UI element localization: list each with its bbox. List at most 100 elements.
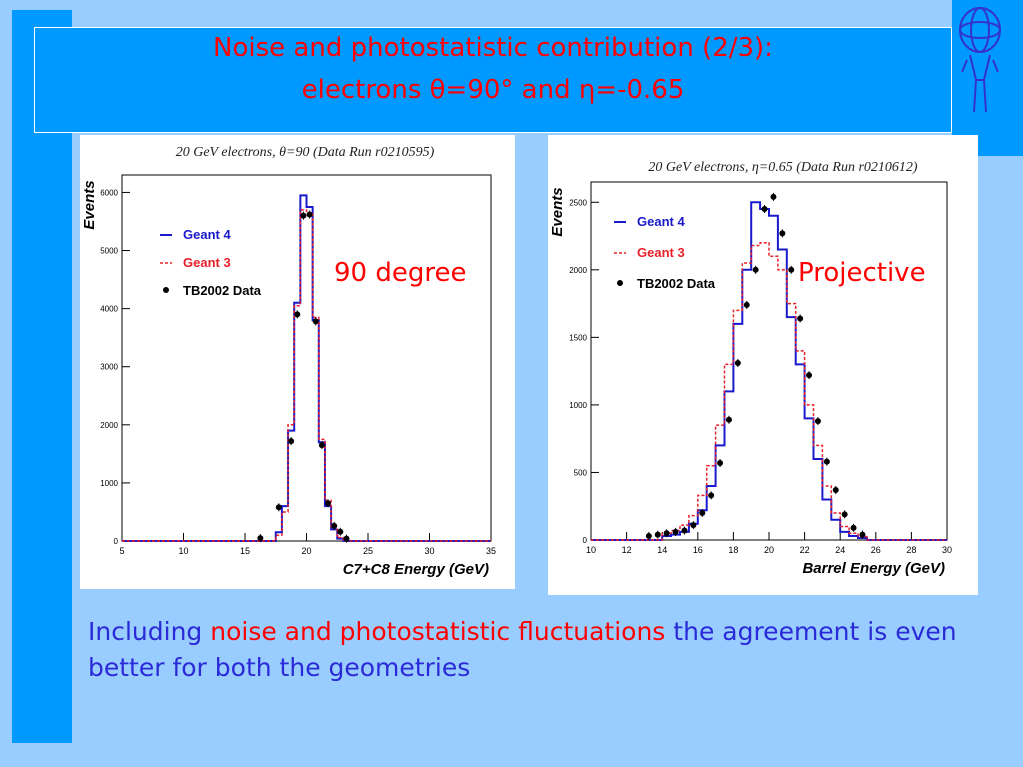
x-tick-label: 30 bbox=[942, 545, 952, 555]
data-point bbox=[725, 416, 732, 423]
legend-data-marker bbox=[163, 287, 169, 293]
data-point bbox=[806, 372, 813, 379]
legend-geant3-label: Geant 3 bbox=[637, 245, 685, 260]
data-point bbox=[343, 535, 350, 542]
data-point bbox=[717, 459, 724, 466]
x-tick-label: 5 bbox=[119, 546, 124, 556]
data-point bbox=[708, 492, 715, 499]
data-point bbox=[779, 230, 786, 237]
y-tick-label: 6000 bbox=[100, 188, 118, 197]
y-tick-label: 2500 bbox=[569, 198, 587, 207]
data-point bbox=[306, 211, 313, 218]
x-tick-label: 14 bbox=[657, 545, 667, 555]
data-point bbox=[654, 531, 661, 538]
x-tick-label: 35 bbox=[486, 546, 496, 556]
data-point bbox=[681, 527, 688, 534]
conclusion-text: Including noise and photostatistic fluct… bbox=[88, 614, 988, 686]
y-tick-label: 1500 bbox=[569, 333, 587, 342]
y-tick-label: 500 bbox=[574, 468, 588, 477]
legend-data-marker bbox=[617, 280, 623, 286]
y-axis-label: Events bbox=[549, 187, 566, 236]
y-tick-label: 2000 bbox=[100, 421, 118, 430]
y-tick-label: 3000 bbox=[100, 363, 118, 372]
data-point bbox=[743, 301, 750, 308]
annotation-projective: Projective bbox=[798, 258, 926, 288]
data-point bbox=[294, 311, 301, 318]
data-point bbox=[288, 438, 295, 445]
data-point bbox=[690, 522, 697, 529]
series-line-geant-3 bbox=[591, 242, 947, 541]
plot-frame bbox=[121, 174, 492, 542]
x-tick-label: 18 bbox=[728, 545, 738, 555]
series-line-geant-4 bbox=[122, 194, 491, 542]
x-tick-label: 25 bbox=[363, 546, 373, 556]
legend-data-label: TB2002 Data bbox=[183, 283, 262, 298]
data-point bbox=[841, 511, 848, 518]
x-tick-label: 20 bbox=[764, 545, 774, 555]
x-tick-label: 16 bbox=[693, 545, 703, 555]
y-tick-label: 1000 bbox=[100, 479, 118, 488]
legend-geant4-label: Geant 4 bbox=[183, 227, 231, 242]
x-axis-label: Barrel Energy (GeV) bbox=[802, 560, 945, 577]
annotation-90-degree: 90 degree bbox=[334, 258, 467, 288]
x-axis-label: C7+C8 Energy (GeV) bbox=[343, 561, 489, 578]
data-point bbox=[672, 528, 679, 535]
conclusion-highlight: noise and photostatistic fluctuations bbox=[210, 617, 666, 646]
data-point bbox=[788, 266, 795, 273]
y-tick-label: 2000 bbox=[569, 266, 587, 275]
data-point bbox=[850, 524, 857, 531]
x-tick-label: 22 bbox=[800, 545, 810, 555]
x-tick-label: 20 bbox=[301, 546, 311, 556]
x-tick-label: 30 bbox=[424, 546, 434, 556]
legend-data-label: TB2002 Data bbox=[637, 276, 716, 291]
x-tick-label: 12 bbox=[622, 545, 632, 555]
data-point bbox=[814, 418, 821, 425]
data-point bbox=[337, 528, 344, 535]
data-point bbox=[859, 531, 866, 538]
x-tick-label: 24 bbox=[835, 545, 845, 555]
right-histogram-chart: 20 GeV electrons, η=0.65 (Data Run r0210… bbox=[549, 160, 952, 577]
data-point bbox=[797, 315, 804, 322]
x-tick-label: 15 bbox=[240, 546, 250, 556]
data-point bbox=[318, 442, 325, 449]
chart-title: 20 GeV electrons, η=0.65 (Data Run r0210… bbox=[648, 160, 917, 175]
data-point bbox=[823, 458, 830, 465]
y-tick-label: 4000 bbox=[100, 305, 118, 314]
data-point bbox=[300, 212, 307, 219]
x-tick-label: 10 bbox=[586, 545, 596, 555]
right-chart-panel: 20 GeV electrons, η=0.65 (Data Run r0210… bbox=[548, 135, 978, 595]
slide-title-line-2: electrons θ=90° and η=-0.65 bbox=[301, 75, 685, 105]
left-chart-panel: 20 GeV electrons, θ=90 (Data Run r021059… bbox=[80, 135, 515, 589]
atlas-logo-icon bbox=[959, 7, 1001, 113]
data-point bbox=[761, 206, 768, 213]
title-box: Noise and photostatistic contribution (2… bbox=[34, 27, 952, 133]
data-point bbox=[325, 500, 332, 507]
x-tick-label: 26 bbox=[871, 545, 881, 555]
x-tick-label: 28 bbox=[906, 545, 916, 555]
data-point bbox=[331, 522, 338, 529]
legend-geant4-label: Geant 4 bbox=[637, 214, 685, 229]
y-tick-label: 5000 bbox=[100, 247, 118, 256]
data-point bbox=[257, 535, 264, 542]
chart-title: 20 GeV electrons, θ=90 (Data Run r021059… bbox=[176, 145, 435, 160]
data-point bbox=[663, 530, 670, 537]
y-tick-label: 0 bbox=[583, 536, 588, 545]
conclusion-part-1: Including bbox=[88, 617, 211, 646]
data-point bbox=[770, 193, 777, 200]
left-histogram-chart: 20 GeV electrons, θ=90 (Data Run r021059… bbox=[81, 145, 496, 578]
logo-box bbox=[952, 0, 1023, 156]
data-point bbox=[699, 509, 706, 516]
y-axis-label: Events bbox=[81, 180, 98, 229]
x-tick-label: 10 bbox=[178, 546, 188, 556]
data-point bbox=[734, 360, 741, 367]
plot-frame bbox=[590, 181, 948, 541]
y-tick-label: 0 bbox=[114, 537, 119, 546]
data-point bbox=[752, 266, 759, 273]
slide-title-line-1: Noise and photostatistic contribution (2… bbox=[213, 33, 773, 63]
data-point bbox=[312, 318, 319, 325]
data-point bbox=[275, 504, 282, 511]
y-tick-label: 1000 bbox=[569, 401, 587, 410]
data-point bbox=[645, 532, 652, 539]
data-point bbox=[832, 487, 839, 494]
conclusion-part-3: the agreement is even better for both th… bbox=[88, 617, 957, 682]
